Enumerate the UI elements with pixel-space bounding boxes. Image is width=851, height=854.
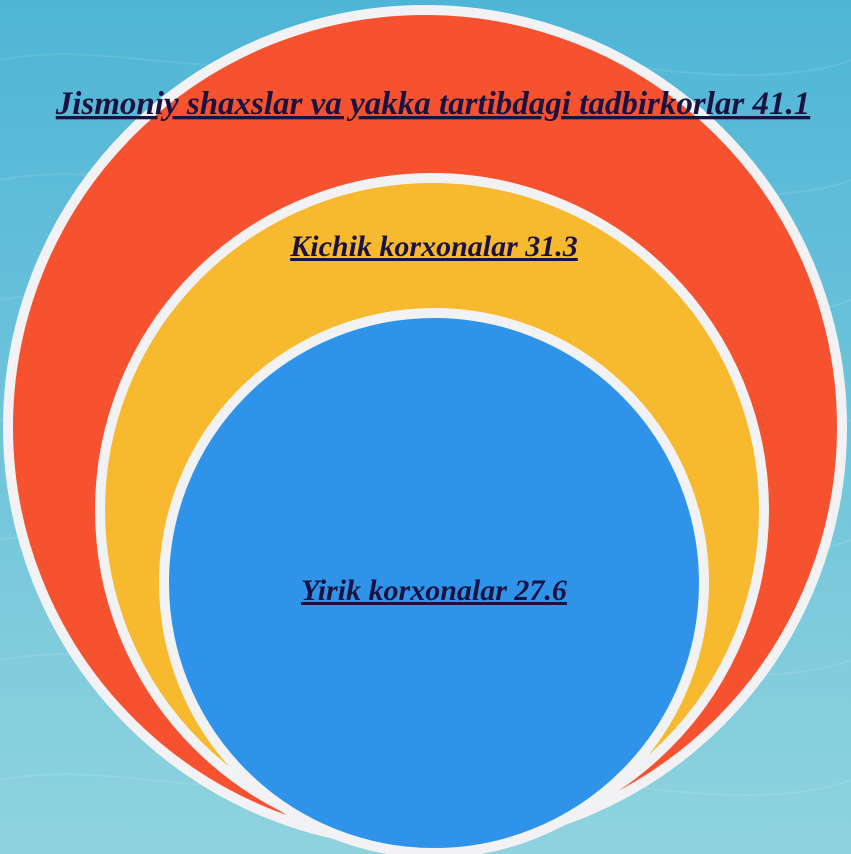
inner-circle: [159, 308, 709, 854]
outer-circle-label: Jismoniy shaxslar va yakka tartibdagi ta…: [55, 86, 811, 122]
middle-circle-label: Kichik korxonalar 31.3: [289, 230, 578, 263]
inner-circle-label: Yirik korxonalar 27.6: [301, 574, 567, 607]
